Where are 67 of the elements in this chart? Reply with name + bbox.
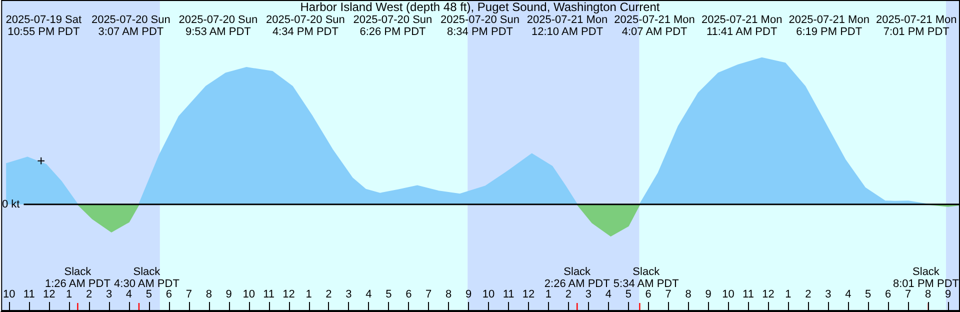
chart-title: Harbor Island West (depth 48 ft), Puget Sound, Washington Current [300, 0, 660, 14]
x-tick-label: 3 [825, 288, 832, 300]
x-tick-label: 4 [605, 288, 612, 300]
x-tick-label: 6 [645, 288, 652, 300]
x-tick-label: 2 [805, 288, 812, 300]
x-tick-label: 10 [2, 288, 16, 300]
x-tick-label: 2 [565, 288, 572, 300]
x-tick-label: 7 [905, 288, 912, 300]
x-tick-label: 10 [722, 288, 734, 300]
x-tick-label: 12 [762, 288, 774, 300]
x-tick-label: 1 [306, 288, 312, 300]
x-tick-label: 5 [865, 288, 872, 300]
x-tick-label: 1 [785, 288, 792, 300]
x-tick-label: 9 [944, 288, 952, 300]
x-tick-label: 5 [625, 288, 632, 300]
x-tick-label: 6 [166, 288, 172, 300]
x-tick-label: 12 [42, 288, 56, 300]
x-tick-label: 9 [466, 288, 472, 300]
x-tick-label: 3 [346, 288, 352, 300]
text: 2025-07-21 Mon 11:41 AM PDT [701, 14, 782, 38]
text: 2025-07-20 Sun 4:34 PM PDT [266, 14, 345, 38]
x-tick-label: 4 [126, 288, 132, 300]
ref-line-label: Slack 2:26 AM PDT [544, 266, 610, 290]
x-tick-label: 7 [665, 288, 672, 300]
text: 2025-07-19 Sat 10:55 PM PDT [6, 14, 82, 38]
ref-line-label: Slack 1:26 AM PDT [44, 266, 111, 290]
x-tick-label: 11 [502, 288, 514, 300]
x-tick-label: 12 [282, 288, 295, 300]
x-tick-label: 1 [66, 288, 72, 300]
x-tick-label: 4 [845, 288, 852, 300]
x-tick-label: 10 [482, 288, 495, 300]
text: 2025-07-21 Mon 7:01 PM PDT [876, 14, 957, 38]
x-tick-label: 4 [366, 288, 372, 300]
ref-line-label: Slack 5:34 AM PDT [613, 266, 680, 290]
x-tick-label: 10 [242, 288, 255, 300]
text: 2025-07-20 Sun 9:53 AM PDT [178, 14, 258, 38]
x-tick-label: 6 [885, 288, 892, 300]
x-tick-label: 9 [226, 288, 232, 300]
x-tick-label: 7 [426, 288, 432, 300]
annotation: + [36, 152, 46, 168]
text: 2025-07-21 Mon 6:19 PM PDT [788, 14, 870, 38]
x-tick-label: 8 [924, 288, 932, 300]
text: 2025-07-21 Mon 4:07 AM PDT [614, 14, 695, 38]
x-tick-label: 11 [742, 288, 754, 300]
x-tick-label: 11 [23, 288, 35, 300]
text: 2025-07-20 Sun 8:34 PM PDT [440, 14, 520, 38]
x-tick-label: 11 [263, 288, 275, 300]
x-tick-label: 5 [386, 288, 392, 300]
x-tick-label: 3 [585, 288, 592, 300]
x-tick-label: 9 [705, 288, 712, 300]
x-tick-label: 6 [406, 288, 412, 300]
x-tick-label: 3 [106, 288, 112, 300]
ref-line-label: Slack 8:01 PM PDT [892, 266, 960, 290]
x-tick-label: 12 [522, 288, 535, 300]
x-tick-label: 7 [186, 288, 192, 300]
x-tick-label: 2 [86, 288, 92, 300]
x-tick-label: 2 [326, 288, 332, 300]
x-tick-label: 8 [685, 288, 692, 300]
ref-line-label: Slack 4:30 AM PDT [114, 266, 180, 290]
x-tick-label: 8 [446, 288, 452, 300]
x-tick-label: 8 [206, 288, 212, 300]
x-tick-label: 5 [146, 288, 152, 300]
x-tick-label: 1 [545, 288, 552, 300]
ref-line-label: 0 kt [2, 198, 20, 210]
text: 2025-07-21 Mon 12:10 AM PDT [526, 14, 608, 38]
text: 2025-07-20 Sun 3:07 AM PDT [91, 14, 170, 38]
text: 2025-07-20 Sun 6:26 PM PDT [353, 14, 432, 38]
